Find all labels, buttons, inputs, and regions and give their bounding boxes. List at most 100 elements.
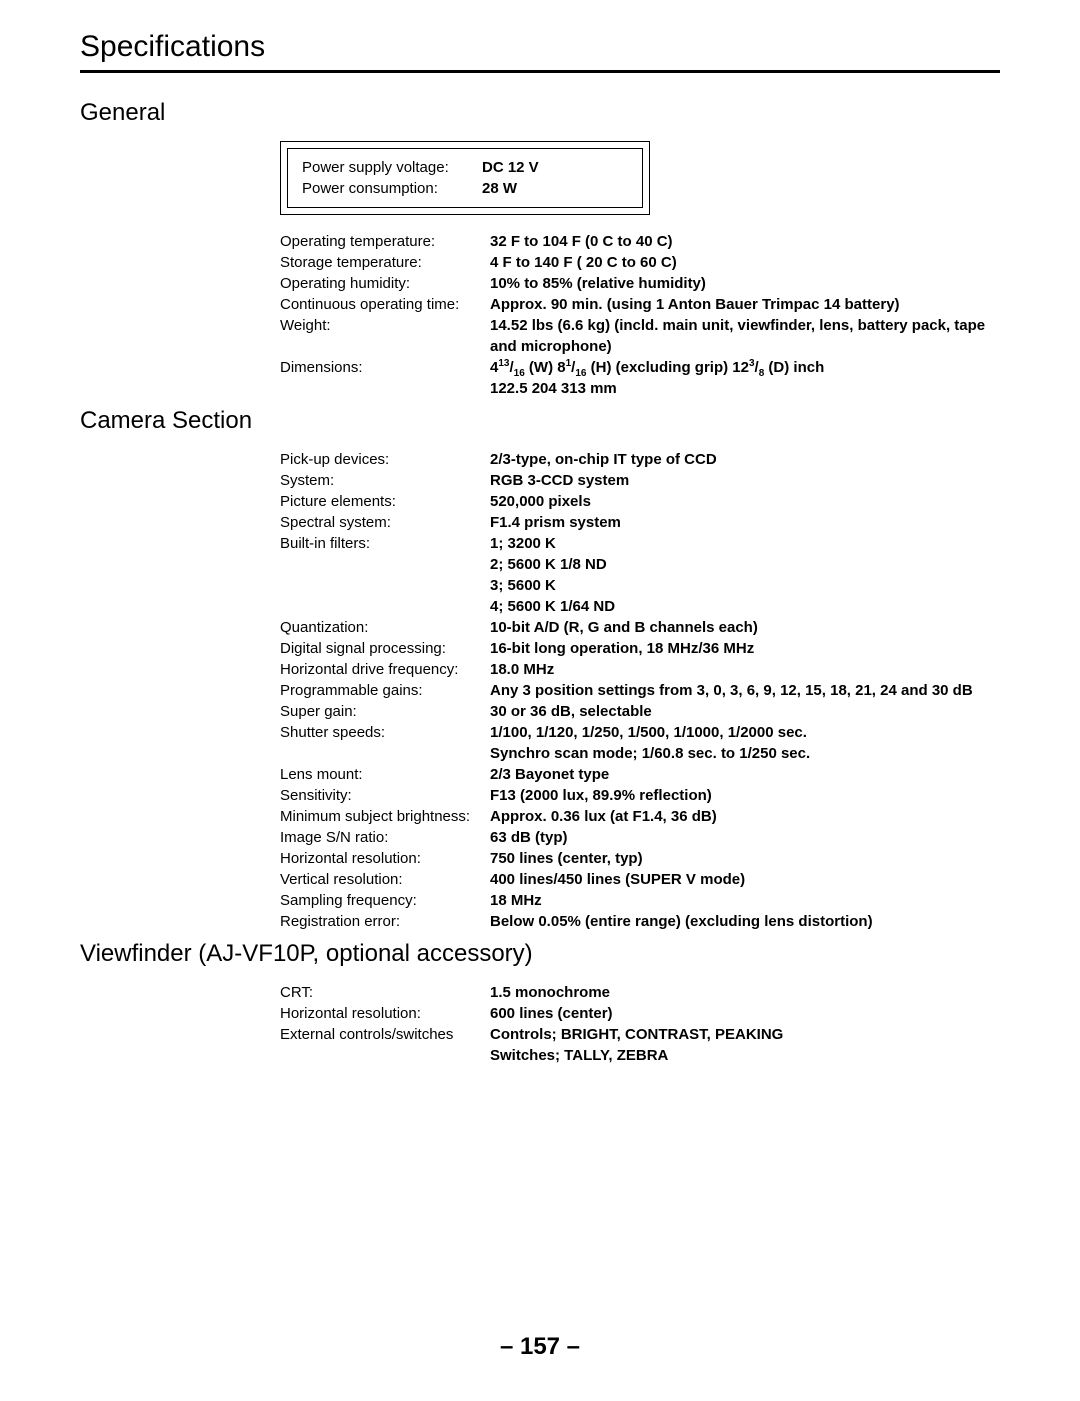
spec-value-continuation: 4; 5600 K 1/64 ND bbox=[490, 596, 1000, 617]
spec-row: Shutter speeds:1/100, 1/120, 1/250, 1/50… bbox=[280, 722, 1000, 743]
spec-label: Power consumption: bbox=[302, 178, 482, 199]
spec-label: Shutter speeds: bbox=[280, 722, 490, 743]
spec-row: Built-in filters:1; 3200 K bbox=[280, 533, 1000, 554]
spec-value: 18 MHz bbox=[490, 890, 1000, 911]
spec-value: 63 dB (typ) bbox=[490, 827, 1000, 848]
power-box: Power supply voltage:DC 12 VPower consum… bbox=[280, 141, 650, 215]
section-heading-general: General bbox=[80, 99, 1000, 127]
spec-value: Approx. 0.36 lux (at F1.4, 36 dB) bbox=[490, 806, 1000, 827]
spec-row: Operating humidity:10% to 85% (relative … bbox=[280, 273, 1000, 294]
spec-row: Continuous operating time:Approx. 90 min… bbox=[280, 294, 1000, 315]
spec-value: Below 0.05% (entire range) (excluding le… bbox=[490, 911, 1000, 932]
spec-value: 10-bit A/D (R, G and B channels each) bbox=[490, 617, 1000, 638]
spec-value: Approx. 90 min. (using 1 Anton Bauer Tri… bbox=[490, 294, 1000, 315]
spec-label: Built-in filters: bbox=[280, 533, 490, 554]
spec-value: 413/16 (W) 81/16 (H) (excluding grip) 12… bbox=[490, 357, 1000, 378]
spec-value: 16-bit long operation, 18 MHz/36 MHz bbox=[490, 638, 1000, 659]
spec-row: Dimensions:413/16 (W) 81/16 (H) (excludi… bbox=[280, 357, 1000, 378]
spec-label: Super gain: bbox=[280, 701, 490, 722]
spec-label: Horizontal drive frequency: bbox=[280, 659, 490, 680]
spec-label: Weight: bbox=[280, 315, 490, 357]
spec-value: 400 lines/450 lines (SUPER V mode) bbox=[490, 869, 1000, 890]
spec-value: 18.0 MHz bbox=[490, 659, 1000, 680]
spec-row: Lens mount:2/3 Bayonet type bbox=[280, 764, 1000, 785]
spec-label: External controls/switches bbox=[280, 1024, 490, 1045]
spec-row: Digital signal processing:16-bit long op… bbox=[280, 638, 1000, 659]
spec-label: Digital signal processing: bbox=[280, 638, 490, 659]
spec-row: Image S/N ratio:63 dB (typ) bbox=[280, 827, 1000, 848]
spec-label: Operating humidity: bbox=[280, 273, 490, 294]
spec-value: 30 or 36 dB, selectable bbox=[490, 701, 1000, 722]
spec-value-continuation: 3; 5600 K bbox=[490, 575, 1000, 596]
spec-row: Vertical resolution:400 lines/450 lines … bbox=[280, 869, 1000, 890]
spec-row: Sampling frequency:18 MHz bbox=[280, 890, 1000, 911]
spec-row: Power supply voltage:DC 12 V bbox=[302, 157, 628, 178]
spec-row: CRT:1.5 monochrome bbox=[280, 982, 1000, 1003]
spec-label: Operating temperature: bbox=[280, 231, 490, 252]
spec-row: Pick-up devices:2/3-type, on-chip IT typ… bbox=[280, 449, 1000, 470]
spec-row: Spectral system:F1.4 prism system bbox=[280, 512, 1000, 533]
spec-row: Programmable gains:Any 3 position settin… bbox=[280, 680, 1000, 701]
spec-label: Sampling frequency: bbox=[280, 890, 490, 911]
spec-value: 1; 3200 K bbox=[490, 533, 1000, 554]
spec-value: 600 lines (center) bbox=[490, 1003, 1000, 1024]
spec-value: 28 W bbox=[482, 178, 628, 199]
spec-row: Horizontal drive frequency:18.0 MHz bbox=[280, 659, 1000, 680]
spec-label: Pick-up devices: bbox=[280, 449, 490, 470]
spec-label: Registration error: bbox=[280, 911, 490, 932]
spec-value: F1.4 prism system bbox=[490, 512, 1000, 533]
spec-value: Any 3 position settings from 3, 0, 3, 6,… bbox=[490, 680, 1000, 701]
spec-label: Programmable gains: bbox=[280, 680, 490, 701]
spec-row: External controls/switchesControls; BRIG… bbox=[280, 1024, 1000, 1045]
spec-value: 32 F to 104 F (0 C to 40 C) bbox=[490, 231, 1000, 252]
spec-label: Dimensions: bbox=[280, 357, 490, 378]
spec-value: 2/3-type, on-chip IT type of CCD bbox=[490, 449, 1000, 470]
spec-row: Quantization:10-bit A/D (R, G and B chan… bbox=[280, 617, 1000, 638]
spec-value: RGB 3-CCD system bbox=[490, 470, 1000, 491]
spec-value-continuation: Synchro scan mode; 1/60.8 sec. to 1/250 … bbox=[490, 743, 1000, 764]
spec-label: Quantization: bbox=[280, 617, 490, 638]
spec-label: Spectral system: bbox=[280, 512, 490, 533]
power-box-inner: Power supply voltage:DC 12 VPower consum… bbox=[287, 148, 643, 208]
viewfinder-content: CRT:1.5 monochromeHorizontal resolution:… bbox=[280, 982, 1000, 1066]
spec-row: Horizontal resolution:750 lines (center,… bbox=[280, 848, 1000, 869]
spec-value: F13 (2000 lux, 89.9% reflection) bbox=[490, 785, 1000, 806]
spec-row: Weight:14.52 lbs (6.6 kg) (incld. main u… bbox=[280, 315, 1000, 357]
spec-label: Horizontal resolution: bbox=[280, 1003, 490, 1024]
spec-value-continuation: 2; 5600 K 1/8 ND bbox=[490, 554, 1000, 575]
spec-value: 520,000 pixels bbox=[490, 491, 1000, 512]
spec-value-continuation: Switches; TALLY, ZEBRA bbox=[490, 1045, 1000, 1066]
general-content: Power supply voltage:DC 12 VPower consum… bbox=[280, 141, 1000, 399]
spec-label: Continuous operating time: bbox=[280, 294, 490, 315]
spec-row: System:RGB 3-CCD system bbox=[280, 470, 1000, 491]
spec-value: 1/100, 1/120, 1/250, 1/500, 1/1000, 1/20… bbox=[490, 722, 1000, 743]
spec-row: Picture elements:520,000 pixels bbox=[280, 491, 1000, 512]
section-heading-viewfinder: Viewfinder (AJ-VF10P, optional accessory… bbox=[80, 940, 1000, 968]
spec-row: Horizontal resolution:600 lines (center) bbox=[280, 1003, 1000, 1024]
spec-label: System: bbox=[280, 470, 490, 491]
spec-label: Sensitivity: bbox=[280, 785, 490, 806]
spec-row: Minimum subject brightness:Approx. 0.36 … bbox=[280, 806, 1000, 827]
spec-value: Controls; BRIGHT, CONTRAST, PEAKING bbox=[490, 1024, 1000, 1045]
spec-label: Minimum subject brightness: bbox=[280, 806, 490, 827]
spec-label: Power supply voltage: bbox=[302, 157, 482, 178]
spec-label: Picture elements: bbox=[280, 491, 490, 512]
spec-value: DC 12 V bbox=[482, 157, 628, 178]
camera-content: Pick-up devices:2/3-type, on-chip IT typ… bbox=[280, 449, 1000, 932]
spec-label: Image S/N ratio: bbox=[280, 827, 490, 848]
page-number: – 157 – bbox=[0, 1333, 1080, 1361]
spec-value: 10% to 85% (relative humidity) bbox=[490, 273, 1000, 294]
section-heading-camera: Camera Section bbox=[80, 407, 1000, 435]
spec-row: Storage temperature: 4 F to 140 F ( 20 C… bbox=[280, 252, 1000, 273]
spec-value: 1.5 monochrome bbox=[490, 982, 1000, 1003]
spec-row: Super gain:30 or 36 dB, selectable bbox=[280, 701, 1000, 722]
spec-label: CRT: bbox=[280, 982, 490, 1003]
spec-label: Vertical resolution: bbox=[280, 869, 490, 890]
spec-row: Operating temperature:32 F to 104 F (0 C… bbox=[280, 231, 1000, 252]
spec-row: Sensitivity:F13 (2000 lux, 89.9% reflect… bbox=[280, 785, 1000, 806]
spec-label: Horizontal resolution: bbox=[280, 848, 490, 869]
spec-label: Lens mount: bbox=[280, 764, 490, 785]
spec-value: 2/3 Bayonet type bbox=[490, 764, 1000, 785]
spec-value: 4 F to 140 F ( 20 C to 60 C) bbox=[490, 252, 1000, 273]
spec-value-continuation: 122.5 204 313 mm bbox=[490, 378, 1000, 399]
